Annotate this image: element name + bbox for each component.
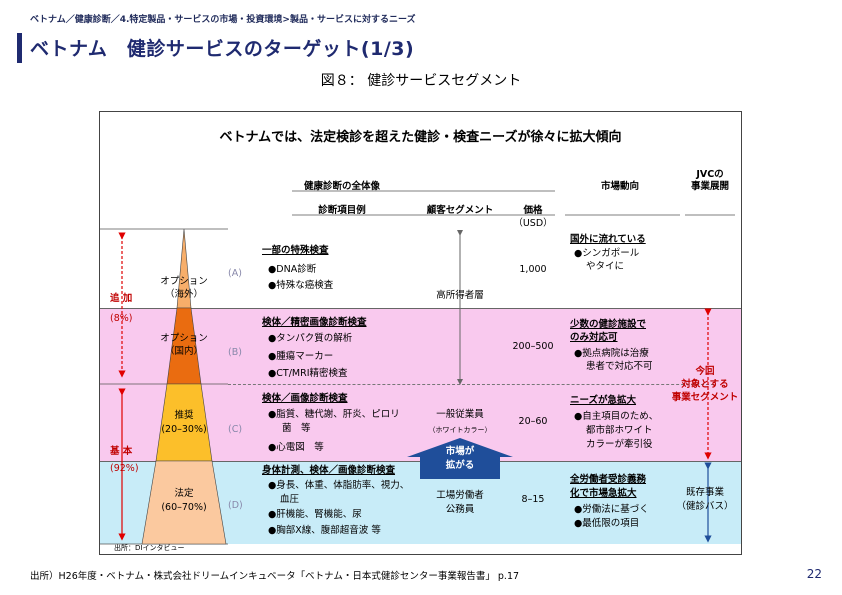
row-b-market-item-1: ●拠点病院は治療 xyxy=(574,348,649,359)
page-number: 22 xyxy=(806,567,822,581)
band-top-line xyxy=(100,308,741,309)
row-a-market-item-2: やタイに xyxy=(586,261,625,272)
market-arrow-l2: 拡がる xyxy=(445,460,475,471)
row-a-title: 一部の特殊検査 xyxy=(262,245,329,256)
row-b-item-2: ●腫瘍マーカー xyxy=(268,351,334,362)
row-b-price: 200–500 xyxy=(512,341,554,352)
row-a-market-title: 国外に流れている xyxy=(570,234,646,245)
tier-legal-l1: 法定 xyxy=(174,488,194,499)
header-market: 市場動向 xyxy=(600,181,639,192)
market-expand-arrow xyxy=(407,438,513,479)
segment-general-sub: （ホワイトカラー） xyxy=(428,426,492,434)
row-d-market-item-1: ●労働法に基づく xyxy=(574,504,649,515)
header-jvc-l2: 事業展開 xyxy=(690,181,729,192)
tier-domestic-l1: オプション xyxy=(160,333,208,344)
row-b-market-title-l2: のみ対応可 xyxy=(570,332,618,343)
header-price: 価格 xyxy=(523,205,543,216)
jvc-existing-l2: （健診バス） xyxy=(676,501,734,512)
row-a-item-2: ●特殊な癌検査 xyxy=(268,280,334,291)
row-d-market-title-l2: 化で市場急拡大 xyxy=(570,488,637,499)
row-c-item-1: ●脂質、糖代謝、肝炎、ピロリ xyxy=(268,409,400,420)
row-c-market-item-3: カラーが牽引役 xyxy=(586,439,653,450)
header-segment: 顧客セグメント xyxy=(426,205,494,216)
row-a-item-1: ●DNA診断 xyxy=(268,264,317,275)
row-letter-b: (B) xyxy=(228,347,242,358)
row-d-item-2: 血圧 xyxy=(280,494,300,505)
jvc-target-l1: 今回 xyxy=(695,366,715,377)
header-jvc-l1: JVCの xyxy=(696,169,724,180)
market-arrow-l1: 市場が xyxy=(445,446,475,457)
diagram-graphics xyxy=(100,190,735,545)
page-title: ベトナム 健診サービスのターゲット(1/3) xyxy=(30,38,415,60)
row-a-market-item-1: ●シンガポール xyxy=(574,248,640,259)
row-b-item-3: ●CT/MRI精密検査 xyxy=(268,368,348,379)
row-c-market-title: ニーズが急拡大 xyxy=(570,395,637,406)
pyramid-tier-legal xyxy=(141,460,227,545)
row-b-title: 検体／精密画像診断検査 xyxy=(262,317,367,328)
header-price-unit: （USD） xyxy=(513,218,553,229)
jvc-existing-l1: 既存事業 xyxy=(685,487,724,498)
tier-recommended-l1: 推奨 xyxy=(174,410,194,421)
row-a-price: 1,000 xyxy=(519,264,547,275)
pyramid-tier-recommended xyxy=(155,383,213,462)
header-items: 診断項目例 xyxy=(318,205,366,216)
row-c-market-item-1: ●自主項目のため、 xyxy=(574,411,659,422)
row-d-item-4: ●胸部X線、腹部超音波 等 xyxy=(268,525,381,536)
tier-overseas-l1: オプション xyxy=(160,276,208,287)
header-overall: 健康診断の全体像 xyxy=(303,181,380,192)
diagram-headline: ベトナムでは、法定検診を超えた健診・検査ニーズが徐々に拡大傾向 xyxy=(219,130,622,145)
row-b-market-title-l1: 少数の健診施設で xyxy=(570,319,647,330)
jvc-target-l3: 事業セグメント xyxy=(671,392,739,403)
label-base: 基 本 xyxy=(110,446,133,457)
title-accent-bar xyxy=(17,33,22,63)
row-d-title: 身体計測、検体／画像診断検査 xyxy=(262,465,396,476)
breadcrumb: ベトナム／健康診断／4.特定製品・サービスの市場・投資環境>製品・サービスに対す… xyxy=(30,15,416,25)
row-b-item-1: ●タンパク質の解析 xyxy=(268,333,353,344)
tier-overseas-l2: （海外） xyxy=(164,289,203,300)
row-letter-d: (D) xyxy=(228,500,243,511)
segment-general: 一般従業員 xyxy=(436,409,484,420)
label-add-pct: (8%) xyxy=(110,313,133,324)
tier-domestic-l2: （国内） xyxy=(164,346,203,357)
row-c-item-3: ●心電図 等 xyxy=(268,442,324,453)
diagram-frame: ベトナムでは、法定検診を超えた健診・検査ニーズが徐々に拡大傾向 健康診断の全体像… xyxy=(99,111,742,555)
row-d-item-1: ●身長、体重、体脂肪率、視力、 xyxy=(268,480,410,491)
footer-source: 出所）H26年度・ベトナム・株式会社ドリームインキュベータ「ベトナム・日本式健診… xyxy=(30,571,520,582)
label-add: 追 加 xyxy=(110,293,133,304)
label-base-pct: (92%) xyxy=(110,463,139,474)
row-d-item-3: ●肝機能、腎機能、尿 xyxy=(268,509,362,520)
segment-public: 公務員 xyxy=(445,504,475,515)
row-d-price: 8–15 xyxy=(521,494,545,505)
row-separator xyxy=(228,384,714,385)
row-c-item-2: 菌 等 xyxy=(282,423,311,434)
jvc-target-l2: 対象とする xyxy=(681,379,729,390)
row-letter-a: (A) xyxy=(228,268,242,279)
row-letter-c: (C) xyxy=(228,424,243,435)
row-b-market-item-2: 患者で対応不可 xyxy=(586,361,653,372)
row-c-market-item-2: 都市部ホワイト xyxy=(586,425,653,436)
row-c-title: 検体／画像診断検査 xyxy=(262,393,348,404)
diagram-source: 出所：DIインタビュー xyxy=(114,544,185,552)
tier-legal-l2: (60–70%) xyxy=(161,502,207,513)
segment-high-income: 高所得者層 xyxy=(436,290,484,301)
tier-recommended-l2: (20–30%) xyxy=(161,424,207,435)
row-c-price: 20–60 xyxy=(518,416,548,427)
figure-caption: 図８： 健診サービスセグメント xyxy=(320,73,522,89)
segment-factory: 工場労働者 xyxy=(436,490,484,501)
row-d-market-item-2: ●最低限の項目 xyxy=(574,518,640,529)
row-d-market-title-l1: 全労働者受診義務 xyxy=(570,474,647,485)
